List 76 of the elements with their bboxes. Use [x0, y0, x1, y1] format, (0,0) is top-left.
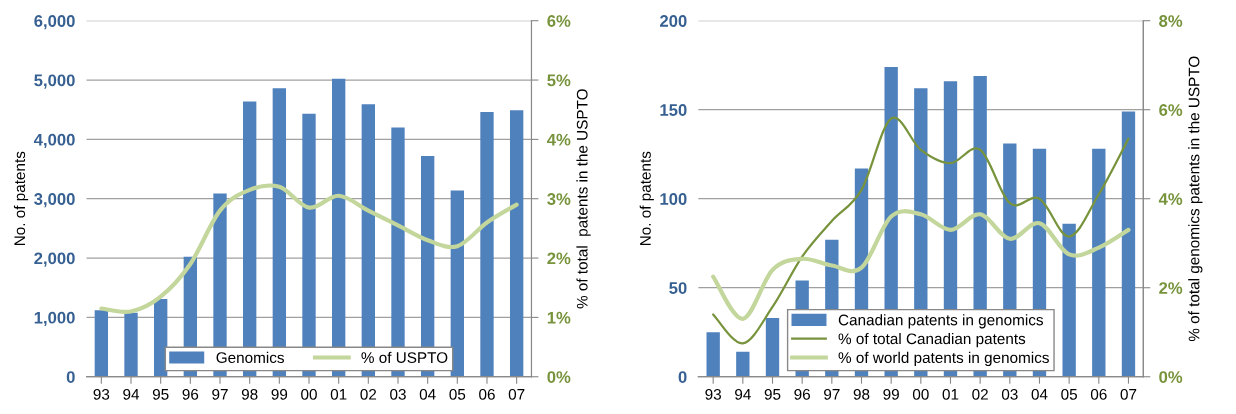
y2-tick-label: 1%	[547, 311, 571, 324]
y2-axis-title: % of total genomics patents in the USPTO	[1188, 56, 1203, 342]
x-tick-label: 06	[479, 388, 495, 400]
x-tick-label: 03	[390, 388, 406, 400]
legend-label: Genomics	[216, 351, 284, 364]
y2-tick-label: 3%	[547, 193, 571, 205]
x-tick-label: 03	[1001, 388, 1018, 400]
bar	[736, 351, 750, 377]
y2-tick-label: 6%	[1159, 104, 1183, 116]
x-tick-label: 00	[912, 388, 929, 400]
line-series	[99, 183, 519, 314]
y-tick-label: 4,000	[33, 133, 75, 148]
legend-label: Canadian patents in genomics	[838, 314, 1043, 329]
y2-tick-label: 0%	[547, 371, 571, 383]
y-tick-label: 5,000	[34, 74, 75, 89]
bar	[509, 110, 524, 377]
bar	[480, 112, 494, 377]
y2-axis-title: % of total patents in the USPTO	[576, 89, 591, 309]
x-tick-label: 98	[853, 388, 870, 400]
bar	[154, 299, 168, 377]
x-tick-label: 99	[271, 388, 288, 400]
y-tick-label: 3,000	[34, 193, 75, 208]
y2-tick-label: 5%	[547, 74, 571, 87]
x-tick-label: 93	[93, 388, 110, 400]
x-tick-label: 01	[330, 388, 347, 400]
x-tick-label: 97	[212, 388, 228, 400]
y2-tick-label: 4%	[1158, 193, 1183, 205]
y2-tick-label: 8%	[1159, 15, 1183, 27]
y2-tick-label: 6%	[547, 15, 571, 27]
bar	[124, 312, 138, 377]
x-tick-label: 00	[301, 388, 317, 400]
y-axis-title: No. of patents	[13, 151, 29, 246]
x-tick-label: 05	[449, 388, 466, 400]
x-tick-label: 01	[942, 388, 959, 400]
y-tick-label: 1,000	[34, 311, 75, 327]
y-tick-label: 2,000	[34, 252, 75, 267]
y-tick-label: 0	[66, 371, 75, 383]
legend-label: % of total Canadian patents	[838, 332, 1026, 348]
y2-tick-label: 4%	[547, 133, 571, 146]
x-tick-label: 94	[123, 388, 140, 400]
legend-label: % of world patents in genomics	[838, 351, 1049, 367]
legend-label: % of USPTO	[361, 351, 448, 364]
bar	[94, 310, 109, 377]
y-tick-label: 50	[669, 282, 687, 294]
x-tick-label: 96	[182, 388, 199, 400]
y2-tick-label: 2%	[547, 252, 571, 265]
bar	[706, 332, 720, 377]
x-tick-label: 07	[508, 388, 525, 400]
y-tick-label: 150	[660, 104, 687, 116]
x-tick-label: 99	[883, 388, 899, 400]
x-tick-label: 06	[1090, 388, 1107, 400]
y-tick-label: 6,000	[34, 15, 75, 30]
bar	[1121, 111, 1136, 377]
x-tick-label: 07	[1120, 388, 1137, 400]
x-tick-label: 04	[419, 388, 436, 400]
bar	[450, 190, 464, 377]
x-tick-label: 98	[241, 388, 258, 400]
x-tick-label: 02	[972, 388, 988, 400]
y-axis-title: No. of patents	[639, 151, 654, 246]
x-tick-label: 05	[1061, 388, 1077, 400]
x-tick-label: 95	[764, 388, 781, 400]
x-tick-label: 95	[152, 388, 169, 400]
x-tick-label: 02	[360, 388, 377, 400]
y2-tick-label: 0%	[1159, 371, 1183, 383]
x-tick-label: 04	[1031, 388, 1048, 400]
y-tick-label: 0	[678, 371, 687, 383]
x-tick-label: 93	[705, 388, 721, 400]
bar	[1062, 223, 1076, 377]
bar	[765, 317, 780, 377]
y-tick-label: 200	[660, 15, 687, 27]
y-tick-label: 100	[660, 193, 687, 205]
x-tick-label: 97	[824, 388, 840, 400]
y2-tick-label: 2%	[1159, 282, 1183, 294]
x-tick-label: 96	[794, 388, 810, 400]
bar	[1092, 148, 1106, 377]
x-tick-label: 94	[735, 388, 751, 400]
